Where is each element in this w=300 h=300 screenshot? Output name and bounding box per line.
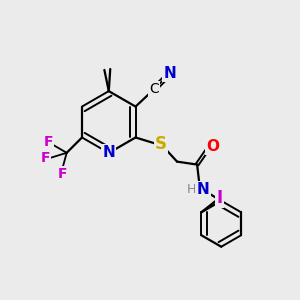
Text: H: H (187, 183, 196, 196)
Text: F: F (41, 151, 50, 165)
Text: F: F (58, 167, 67, 181)
Text: N: N (102, 146, 115, 160)
Text: I: I (217, 189, 223, 207)
Text: F: F (44, 135, 53, 148)
Text: N: N (196, 182, 209, 197)
Text: C: C (149, 82, 159, 97)
Text: N: N (163, 66, 176, 81)
Text: S: S (155, 135, 167, 153)
Text: O: O (206, 139, 219, 154)
